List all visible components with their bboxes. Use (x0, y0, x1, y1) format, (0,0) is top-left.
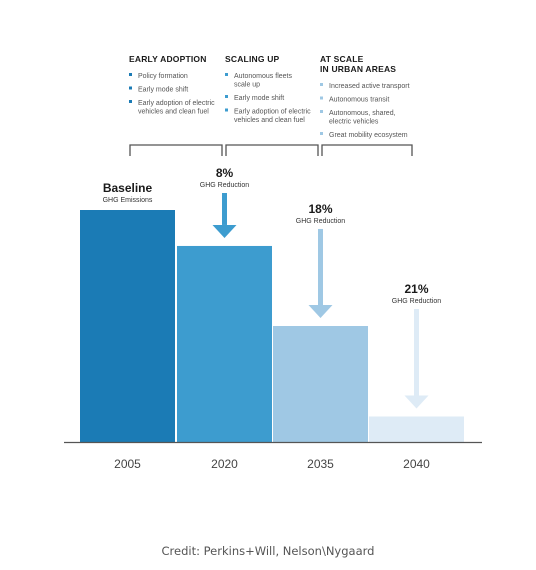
phase-item: Autonomous fleets (234, 73, 292, 80)
reduction-arrow-shaft (318, 228, 323, 305)
phase-item: Policy formation (138, 73, 188, 80)
reduction-arrow-head (212, 224, 237, 238)
reduction-arrow-shaft (414, 309, 419, 396)
bar-2020 (177, 245, 272, 442)
value-label-big: Baseline (103, 181, 153, 195)
reduction-arrow-head (308, 305, 333, 318)
phase-item: scale up (234, 82, 260, 89)
reduction-arrow-head (404, 395, 429, 409)
phase-item: Increased active transport (329, 83, 410, 90)
x-tick-label: 2005 (114, 457, 141, 471)
phase-bullet (320, 110, 323, 113)
phase-title: IN URBAN AREAS (320, 64, 396, 74)
phase-title: AT SCALE (320, 54, 364, 64)
x-tick-label: 2020 (211, 457, 238, 471)
phase-bullet (320, 132, 323, 135)
phase-bullet (129, 100, 132, 103)
phase-item: Early adoption of electric (234, 109, 311, 116)
value-label-small: GHG Reduction (296, 218, 346, 225)
reduction-arrow-shaft (222, 193, 227, 225)
phase-item: Great mobility ecosystem (329, 132, 408, 139)
bar-2040 (369, 416, 464, 442)
phase-bracket (129, 144, 223, 156)
phase-bullet (320, 83, 323, 86)
phase-item: Autonomous transit (329, 97, 389, 104)
bar-2005 (80, 210, 175, 442)
phase-bullet (129, 73, 132, 76)
phase-bracket (225, 144, 319, 156)
phase-bullet (225, 95, 228, 98)
phase-bullet (129, 86, 132, 90)
value-label-big: 21% (404, 282, 428, 296)
phase-title: SCALING UP (225, 54, 280, 64)
phase-bullet (320, 96, 323, 100)
credit-text: Credit: Perkins+Will, Nelson\Nygaard (161, 544, 375, 558)
value-label-small: GHG Reduction (392, 298, 442, 305)
phase-title: EARLY ADOPTION (129, 54, 207, 64)
phase-item: Early mode shift (234, 95, 284, 102)
phase-bracket (321, 144, 413, 156)
x-tick-label: 2040 (403, 457, 430, 471)
phase-item: vehicles and clean fuel (138, 109, 209, 116)
value-label-small: GHG Emissions (103, 197, 153, 204)
phase-item: Autonomous, shared, (329, 110, 396, 117)
phase-item: vehicles and clean fuel (234, 117, 305, 124)
phase-item: electric vehicles (329, 119, 379, 126)
value-label-big: 18% (308, 202, 332, 216)
phase-item: Early adoption of electric (138, 100, 215, 107)
x-tick-label: 2035 (307, 457, 334, 471)
phase-bullet (225, 108, 228, 112)
value-label-small: GHG Reduction (200, 182, 250, 189)
value-label-big: 8% (216, 166, 234, 180)
bar-2035 (273, 326, 368, 442)
phase-bullet (225, 73, 228, 76)
phase-item: Early mode shift (138, 87, 188, 94)
ghg-reduction-chart: EARLY ADOPTION Policy formation Early mode… (64, 54, 482, 471)
